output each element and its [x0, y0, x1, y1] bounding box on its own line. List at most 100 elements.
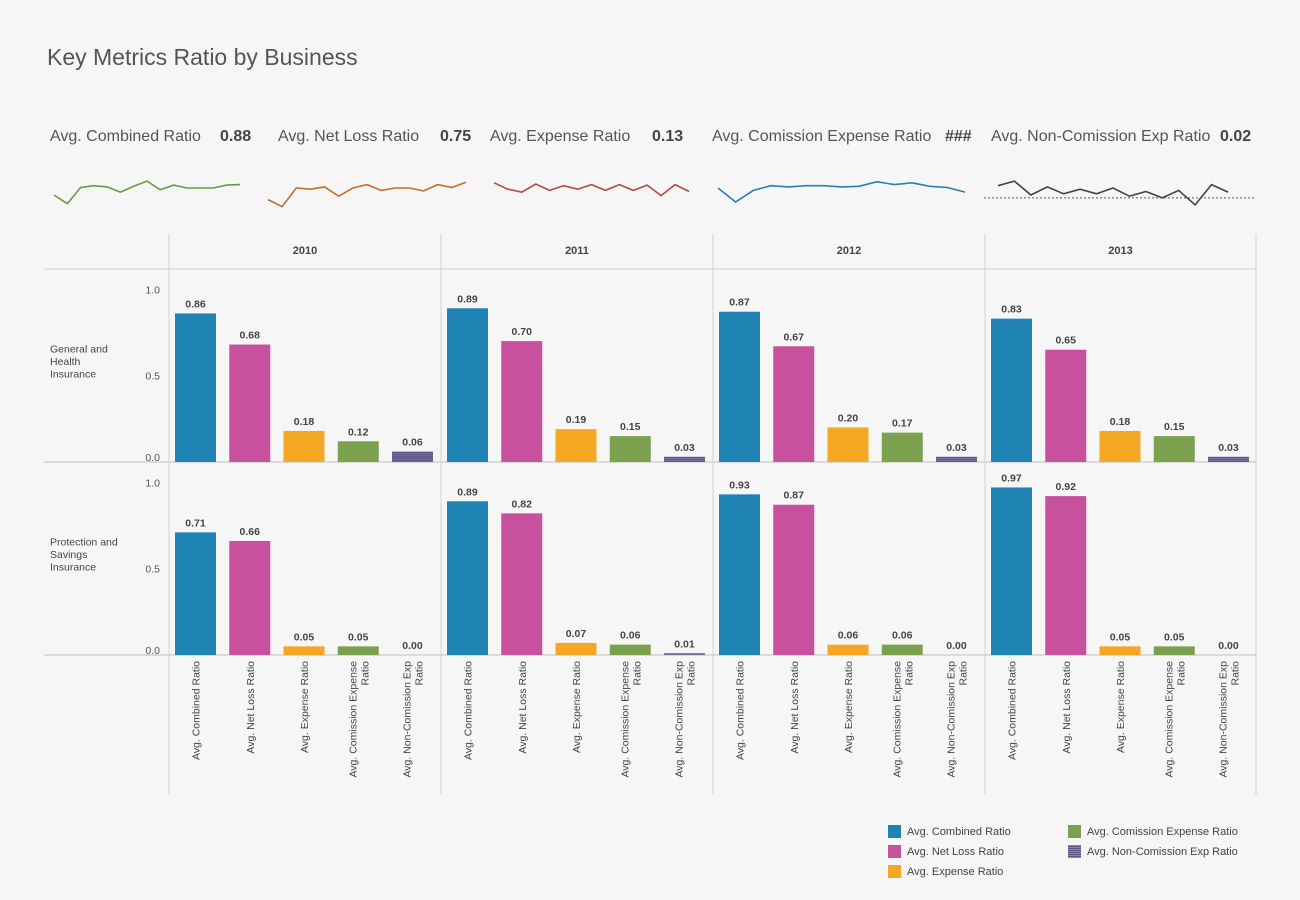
- data-label: 0.68: [240, 330, 261, 342]
- bar: [175, 313, 216, 462]
- y-tick-label: 1.0: [145, 284, 160, 296]
- column-header-2010: 2010: [293, 245, 317, 257]
- kpi-value-expense: 0.13: [652, 128, 684, 145]
- x-category-label: Avg. Expense Ratio: [299, 661, 311, 753]
- x-category-label: Avg. Comission Expense: [619, 661, 631, 778]
- column-header-2011: 2011: [565, 245, 589, 257]
- bar: [337, 646, 379, 655]
- data-label: 0.05: [1110, 631, 1131, 643]
- data-label: 0.00: [1218, 640, 1239, 652]
- bar: [447, 501, 488, 655]
- bar: [719, 311, 760, 462]
- sparkline-1: [267, 181, 467, 208]
- data-label: 0.20: [838, 412, 859, 424]
- data-label: 0.00: [402, 640, 423, 652]
- data-label: 0.05: [294, 631, 315, 643]
- y-tick-label: 0.0: [145, 452, 160, 464]
- data-label: 0.03: [1218, 442, 1239, 454]
- bar: [229, 344, 271, 462]
- x-category-label: Avg. Expense Ratio: [1115, 661, 1127, 753]
- legend-swatch: [888, 865, 901, 878]
- x-category-label: Ratio: [958, 661, 970, 686]
- legend-swatch: [888, 845, 901, 858]
- kpi-label-combined: Avg. Combined Ratio: [50, 128, 201, 145]
- bar: [501, 513, 543, 655]
- bar: [175, 532, 216, 655]
- data-label: 0.66: [240, 526, 261, 538]
- bar: [991, 487, 1032, 655]
- data-label: 0.01: [674, 638, 695, 650]
- legend-swatch: [1068, 845, 1081, 858]
- x-category-label: Ratio: [1175, 661, 1187, 686]
- bar: [1208, 456, 1249, 462]
- x-category-label: Avg. Net Loss Ratio: [789, 661, 801, 754]
- data-label: 0.87: [729, 297, 750, 309]
- row-header-line: Protection and: [50, 537, 118, 549]
- data-label: 0.97: [1001, 472, 1022, 484]
- bar: [1099, 430, 1141, 462]
- row-header-line: Insurance: [50, 369, 96, 381]
- data-label: 0.18: [1110, 416, 1131, 428]
- x-category-label: Ratio: [903, 661, 915, 686]
- data-label: 0.70: [512, 326, 533, 338]
- data-label: 0.03: [946, 442, 967, 454]
- x-category-label: Ratio: [686, 661, 698, 686]
- kpi-value-comission: ###: [945, 128, 972, 145]
- x-category-label: Ratio: [1230, 661, 1242, 686]
- bar: [773, 346, 815, 462]
- sparklines: [53, 180, 1256, 208]
- x-category-label: Ratio: [359, 661, 371, 686]
- data-label: 0.82: [512, 498, 533, 510]
- y-tick-label: 0.0: [145, 645, 160, 657]
- x-category-label: Avg. Non-Comission Exp: [946, 661, 958, 778]
- bar: [501, 341, 543, 462]
- bar: [1045, 496, 1087, 655]
- data-label: 0.67: [784, 331, 805, 343]
- x-category-label: Avg. Net Loss Ratio: [1061, 661, 1073, 754]
- kpi-value-net-loss: 0.75: [440, 128, 472, 145]
- bar: [337, 441, 379, 462]
- bar: [447, 308, 488, 462]
- data-label: 0.15: [620, 421, 641, 433]
- x-category-label: Avg. Expense Ratio: [571, 661, 583, 753]
- page-title: Key Metrics Ratio by Business: [47, 44, 358, 70]
- data-label: 0.07: [566, 628, 587, 640]
- x-category-label: Avg. Combined Ratio: [191, 661, 203, 760]
- x-category-label: Ratio: [414, 661, 426, 686]
- data-label: 0.89: [457, 486, 478, 498]
- x-category-label: Avg. Expense Ratio: [843, 661, 855, 753]
- bar: [881, 644, 923, 655]
- sparkline-3: [717, 180, 966, 203]
- y-tick-label: 0.5: [145, 371, 160, 383]
- sparkline-0: [53, 180, 241, 205]
- data-label: 0.05: [348, 631, 369, 643]
- kpi-label-non-comission: Avg. Non-Comission Exp Ratio: [991, 128, 1211, 145]
- bar: [1153, 436, 1195, 462]
- bar: [936, 456, 977, 462]
- bar: [827, 427, 869, 462]
- bar: [392, 451, 433, 462]
- x-category-label: Avg. Net Loss Ratio: [245, 661, 257, 754]
- data-label: 0.71: [185, 517, 206, 529]
- bar: [283, 646, 325, 655]
- x-category-label: Avg. Comission Expense: [347, 661, 359, 778]
- legend-label: Avg. Expense Ratio: [907, 865, 1004, 878]
- x-category-label: Avg. Combined Ratio: [463, 661, 475, 760]
- bar: [283, 430, 325, 462]
- data-label: 0.05: [1164, 631, 1185, 643]
- bar: [609, 436, 651, 462]
- kpi-value-combined: 0.88: [220, 128, 252, 145]
- bar: [1153, 646, 1195, 655]
- x-category-label: Avg. Net Loss Ratio: [517, 661, 529, 754]
- bar: [719, 494, 760, 655]
- data-label: 0.06: [402, 437, 423, 449]
- x-category-label: Avg. Non-Comission Exp: [402, 661, 414, 778]
- bar: [664, 653, 705, 655]
- y-tick-label: 1.0: [145, 477, 160, 489]
- x-category-label: Avg. Comission Expense: [1163, 661, 1175, 778]
- bar: [991, 318, 1032, 462]
- data-label: 0.92: [1056, 481, 1077, 493]
- legend-swatch: [888, 825, 901, 838]
- row-header-line: General and: [50, 344, 108, 356]
